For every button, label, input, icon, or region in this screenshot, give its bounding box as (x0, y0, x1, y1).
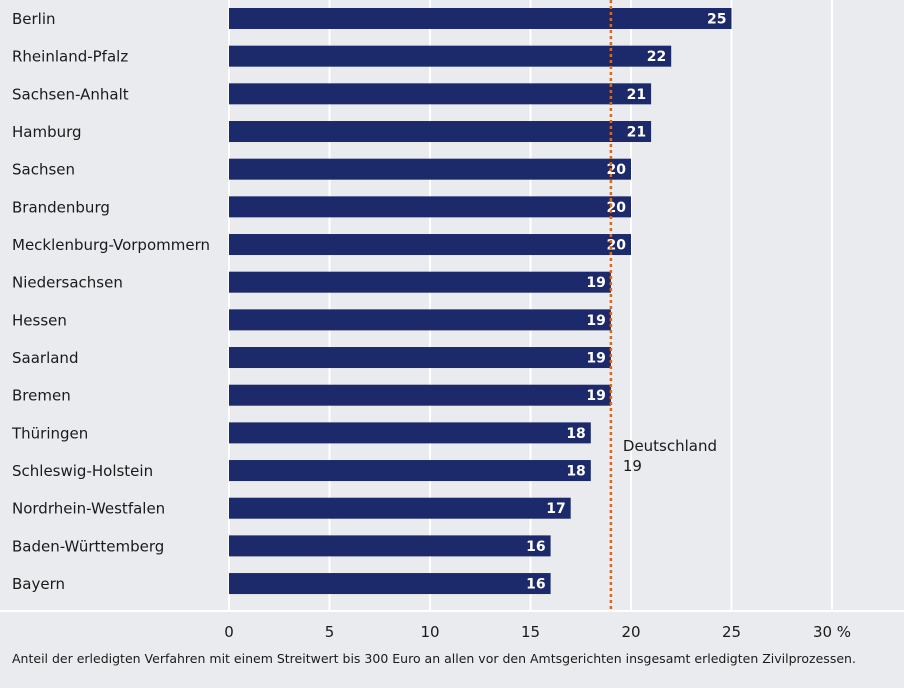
bar (229, 45, 672, 67)
category-label: Hamburg (12, 123, 82, 141)
bar-value-label: 22 (647, 49, 666, 65)
bar (229, 158, 631, 180)
x-tick-label: 15 (521, 623, 540, 640)
bar (229, 196, 631, 218)
bar-value-label: 20 (607, 162, 627, 178)
bar-value-label: 21 (627, 87, 646, 103)
category-label: Berlin (12, 10, 56, 28)
bar (229, 234, 631, 256)
category-label: Brandenburg (12, 198, 110, 216)
bar-value-label: 19 (586, 388, 605, 404)
bar (229, 422, 591, 444)
footnote: Anteil der erledigten Verfahren mit eine… (12, 651, 856, 666)
category-label: Mecklenburg-Vorpommern (12, 236, 210, 254)
x-tick-label: 25 (722, 623, 741, 640)
bar-value-label: 16 (526, 577, 545, 593)
bar-value-label: 18 (566, 426, 585, 442)
bar (229, 384, 611, 406)
category-label: Bayern (12, 575, 65, 593)
bar (229, 497, 571, 519)
reference-value-label: 19 (623, 457, 642, 475)
bar-value-label: 16 (526, 539, 545, 555)
bar (229, 121, 652, 143)
category-label: Saarland (12, 349, 78, 367)
category-label: Rheinland-Pfalz (12, 48, 128, 66)
bar-value-label: 20 (607, 200, 627, 216)
bar-value-label: 19 (586, 313, 605, 329)
x-tick-label: 30 % (813, 623, 851, 640)
category-label: Thüringen (11, 424, 88, 442)
bar-chart: Berlin 25 Rheinland-Pfalz 22 Sachsen-Anhalt 2… (0, 0, 904, 640)
category-label: Baden-Württemberg (12, 537, 164, 555)
bar-value-label: 17 (546, 501, 565, 517)
category-label: Nordrhein-Westfalen (12, 500, 165, 518)
x-tick-label: 20 (621, 623, 640, 640)
category-label: Schleswig-Holstein (12, 462, 153, 480)
bar (229, 535, 551, 557)
bar (229, 8, 732, 29)
x-tick-label: 10 (420, 623, 439, 640)
bar (229, 83, 652, 105)
bar-value-label: 21 (627, 125, 646, 141)
category-label: Hessen (12, 311, 67, 329)
bar-value-label: 19 (586, 351, 605, 367)
bar (229, 573, 551, 595)
bar (229, 309, 611, 331)
category-label: Sachsen (12, 161, 75, 179)
bar (229, 271, 611, 293)
x-tick-label: 5 (325, 623, 335, 640)
bar (229, 347, 611, 369)
category-label: Sachsen-Anhalt (12, 85, 129, 103)
reference-label: Deutschland (623, 437, 717, 455)
x-tick-label: 0 (224, 623, 234, 640)
bar-value-label: 25 (707, 12, 726, 28)
bar-value-label: 18 (566, 464, 585, 480)
bar (229, 460, 591, 482)
bar-value-label: 20 (607, 238, 627, 254)
category-label: Bremen (12, 387, 71, 405)
category-label: Niedersachsen (12, 274, 123, 292)
bar-value-label: 19 (586, 275, 605, 291)
